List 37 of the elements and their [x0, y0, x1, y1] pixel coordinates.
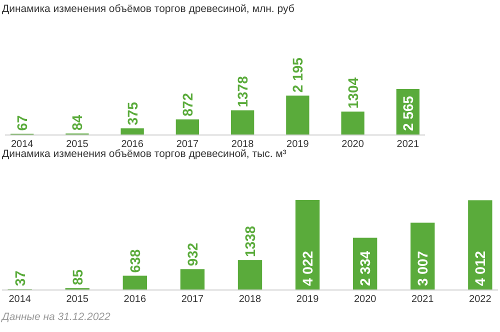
x-tick-label: 2021 [411, 294, 434, 305]
data-label: 84 [69, 114, 86, 130]
chart-title: Динамика изменения объёмов торгов древесиной, тыс. м³ [2, 148, 287, 160]
data-label: 638 [126, 249, 143, 273]
x-tick-label: 2016 [121, 139, 144, 150]
data-label: 37 [12, 270, 28, 286]
x-tick-label: 2015 [66, 294, 89, 305]
x-tick-label: 2020 [354, 294, 377, 305]
x-tick-label: 2017 [176, 139, 199, 150]
data-label: 1378 [234, 76, 251, 108]
x-tick-label: 2019 [286, 139, 310, 150]
data-label: 4 012 [472, 250, 488, 286]
data-label: 2 565 [400, 96, 416, 131]
data-label: 67 [14, 115, 30, 131]
data-label: 375 [124, 102, 140, 126]
x-tick-label: 2018 [238, 294, 262, 305]
data-label: 4 022 [300, 250, 316, 286]
x-tick-label: 2016 [124, 294, 146, 305]
x-tick-label: 2021 [396, 139, 420, 150]
x-tick-label: 2017 [181, 294, 204, 305]
data-label: 2 334 [357, 250, 374, 286]
data-label: 2 195 [290, 57, 306, 93]
text: Данные на 31.12.2022 [1, 311, 111, 323]
data-label: 1338 [242, 226, 258, 258]
data-label: 1304 [344, 77, 361, 109]
x-tick-label: 2015 [66, 139, 89, 150]
x-tick-label: 2020 [342, 139, 364, 150]
data-label: 85 [69, 269, 86, 286]
x-tick-label: 2014 [8, 294, 32, 305]
x-tick-label: 2018 [231, 139, 254, 150]
x-tick-label: 2014 [10, 139, 34, 150]
data-label: 932 [184, 242, 200, 266]
x-tick-label: 2022 [469, 294, 492, 305]
data-label: 872 [179, 92, 196, 116]
x-tick-label: 2019 [296, 294, 320, 305]
chart-title: Динамика изменения объёмов торгов древесиной, млн. руб [2, 3, 294, 15]
data-label: 3 007 [414, 250, 431, 286]
